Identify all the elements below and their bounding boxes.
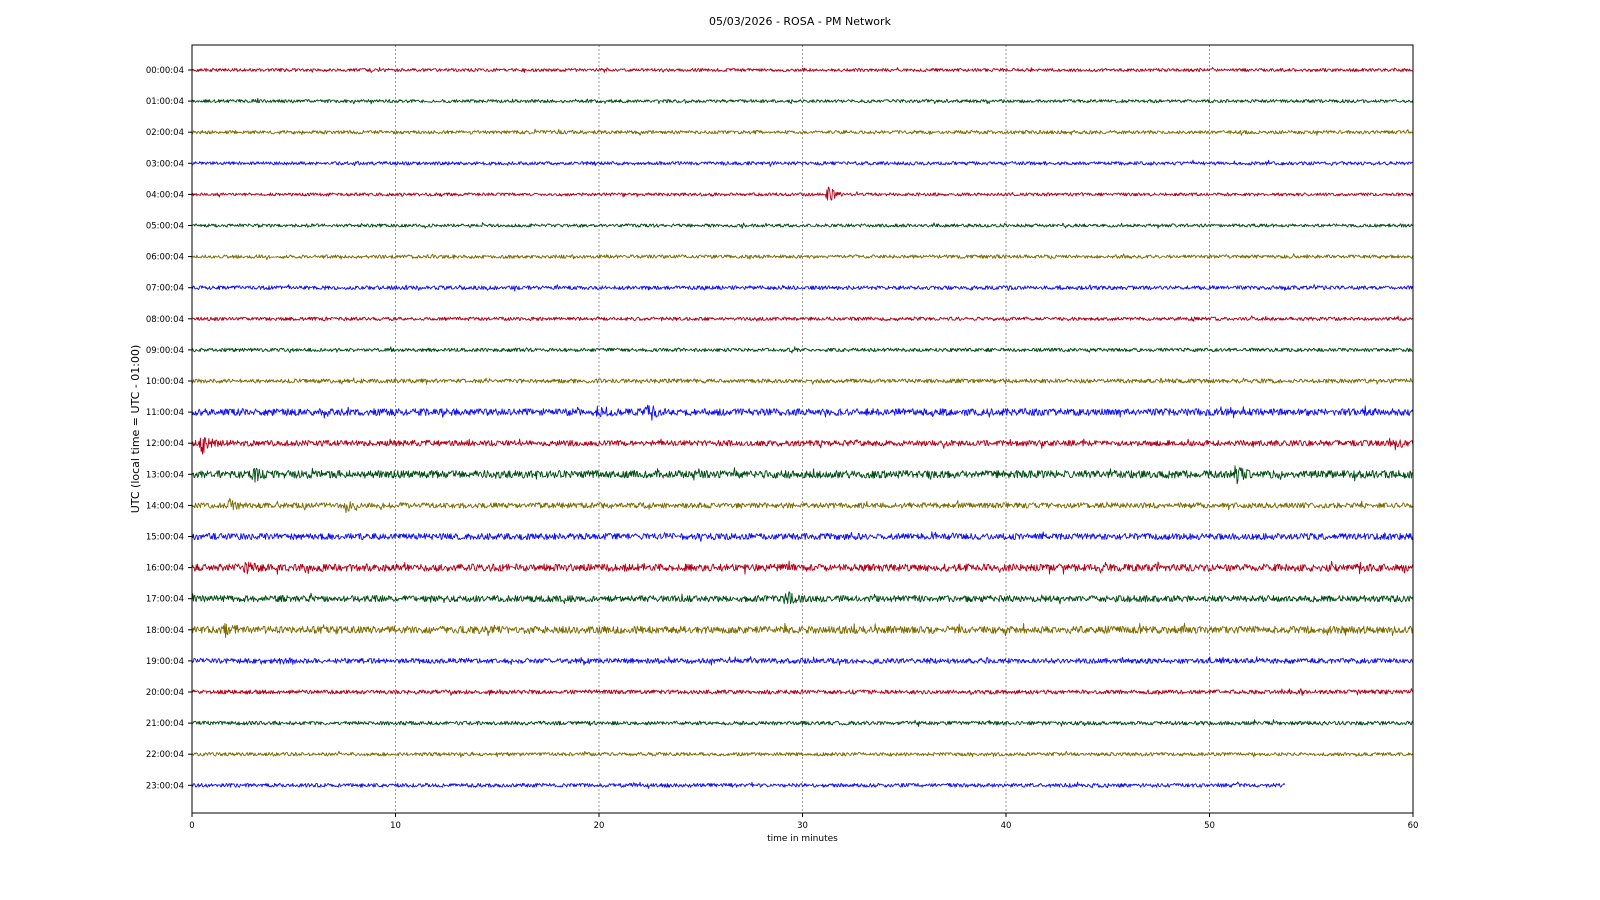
trace-line: [191, 284, 1414, 292]
trace-line: [191, 750, 1414, 758]
trace-line: [191, 719, 1414, 727]
trace-line: [191, 346, 1413, 354]
y-tick-label: 03:00:04: [146, 159, 184, 169]
y-tick-label: 11:00:04: [146, 408, 184, 418]
trace-line: [191, 688, 1414, 696]
trace-line: [191, 560, 1414, 575]
y-tick-label: 10:00:04: [146, 377, 184, 387]
y-tick-label: 05:00:04: [146, 222, 184, 232]
y-tick-label: 14:00:04: [146, 501, 184, 511]
y-tick-label: 22:00:04: [146, 750, 184, 760]
trace-line: [191, 497, 1414, 514]
x-tick-label: 0: [189, 821, 194, 831]
y-tick-label: 19:00:04: [146, 657, 184, 667]
y-tick-label: 06:00:04: [146, 253, 184, 263]
trace-line: [191, 97, 1414, 105]
y-tick-label: 23:00:04: [146, 781, 184, 791]
x-tick-label: 60: [1408, 821, 1419, 831]
y-tick-label: 21:00:04: [146, 719, 184, 729]
x-tick-label: 30: [797, 821, 808, 831]
y-tick-label: 01:00:04: [146, 97, 184, 107]
trace-line: [191, 315, 1414, 322]
y-tick-label: 18:00:04: [146, 626, 184, 636]
x-tick-label: 20: [594, 821, 605, 831]
y-tick-label: 20:00:04: [146, 688, 184, 698]
plot-frame: [191, 44, 1414, 814]
trace-line: [191, 66, 1414, 73]
trace-line: [191, 253, 1414, 261]
y-tick-label: 02:00:04: [146, 128, 184, 138]
chart-title: 05/03/2026 - ROSA - PM Network: [709, 15, 892, 28]
trace-line: [191, 159, 1414, 167]
trace-line: [191, 465, 1413, 485]
y-tick-labels: 00:00:04 01:00:04 02:00:04 03:00:04 04:00:04…: [146, 66, 192, 791]
x-tick-labels: 0 10 20 30 40 50 60: [189, 813, 1418, 831]
trace-line: [191, 404, 1414, 421]
trace-line: [191, 622, 1414, 638]
trace-line: [191, 781, 1286, 789]
y-tick-label: 16:00:04: [146, 564, 184, 574]
y-tick-label: 13:00:04: [146, 470, 184, 480]
y-tick-label: 07:00:04: [146, 284, 184, 294]
x-axis-label: time in minutes: [767, 834, 838, 844]
trace-line: [191, 437, 1414, 455]
y-tick-label: 17:00:04: [146, 595, 184, 605]
x-tick-label: 40: [1001, 821, 1012, 831]
y-tick-label: 15:00:04: [146, 533, 184, 543]
trace-line: [191, 656, 1414, 666]
trace-line: [191, 186, 1414, 201]
trace-line: [191, 591, 1414, 605]
y-tick-label: 12:00:04: [146, 439, 184, 449]
trace-line: [191, 222, 1413, 229]
y-tick-label: 00:00:04: [146, 66, 184, 76]
y-axis-label: UTC (local time = UTC - 01:00): [129, 345, 142, 514]
trace-lines: [191, 66, 1414, 789]
trace-line: [191, 531, 1414, 542]
y-tick-label: 09:00:04: [146, 346, 184, 356]
x-tick-label: 10: [390, 821, 401, 831]
x-tick-label: 50: [1204, 821, 1215, 831]
y-tick-label: 04:00:04: [146, 190, 184, 200]
grid-lines: [395, 45, 1210, 813]
y-tick-label: 08:00:04: [146, 315, 184, 325]
trace-line: [191, 128, 1414, 136]
trace-line: [191, 377, 1414, 385]
